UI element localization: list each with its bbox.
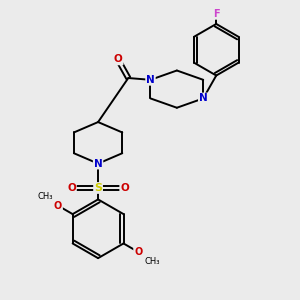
Text: N: N	[146, 75, 155, 85]
Text: CH₃: CH₃	[145, 257, 160, 266]
Text: O: O	[114, 54, 123, 64]
Text: O: O	[120, 183, 129, 193]
Text: N: N	[94, 159, 103, 169]
Text: O: O	[67, 183, 76, 193]
Text: O: O	[54, 201, 62, 211]
Text: F: F	[213, 9, 220, 19]
Text: CH₃: CH₃	[37, 191, 53, 200]
Text: O: O	[134, 247, 142, 256]
Text: S: S	[94, 183, 102, 193]
Text: N: N	[199, 93, 208, 103]
